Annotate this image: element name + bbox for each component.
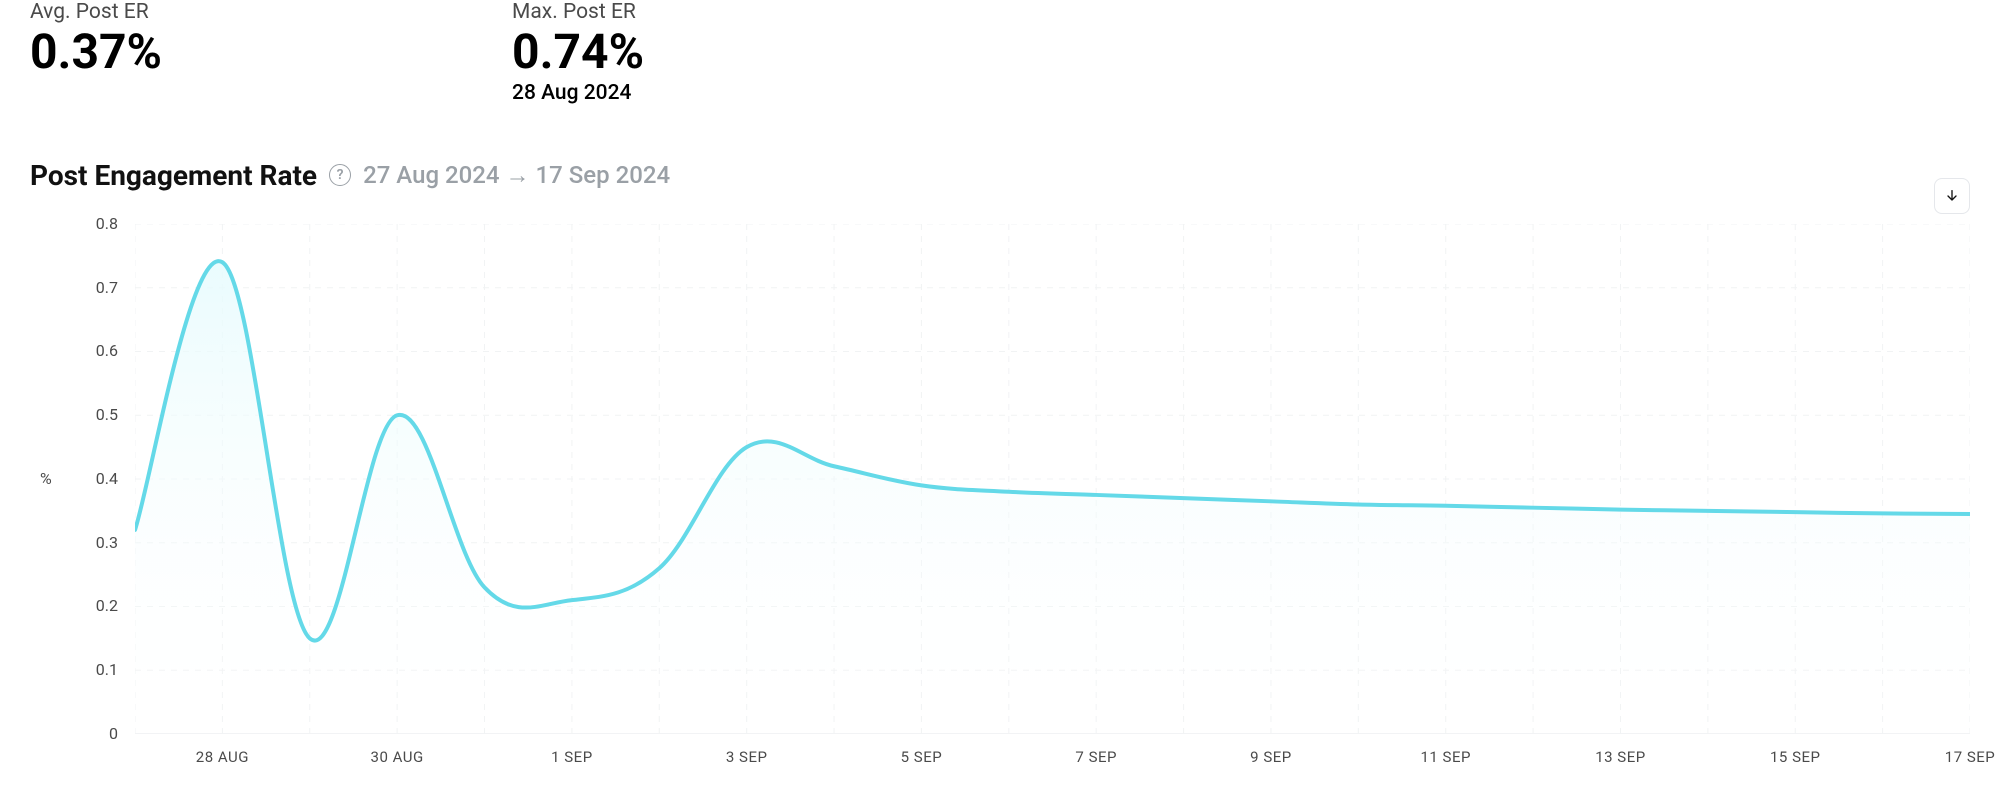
y-tick-label: 0.7 <box>78 278 118 297</box>
x-tick-label: 11 SEP <box>1420 748 1470 766</box>
x-tick-label: 28 AUG <box>196 748 249 766</box>
chart-area: 00.10.20.30.40.50.60.70.8%28 AUG30 AUG1 … <box>30 224 1970 784</box>
arrow-icon: → <box>506 161 530 189</box>
chart-date-range: 27 Aug 2024 → 17 Sep 2024 <box>363 161 670 190</box>
stat-avg: Avg. Post ER 0.37% <box>30 0 162 105</box>
chart-title: Post Engagement Rate <box>30 159 317 192</box>
x-tick-label: 15 SEP <box>1770 748 1820 766</box>
y-tick-label: 0.3 <box>78 533 118 552</box>
date-from: 27 Aug 2024 <box>363 161 500 189</box>
y-tick-label: 0.1 <box>78 660 118 679</box>
stat-max-date: 28 Aug 2024 <box>512 81 644 105</box>
chart-header: Post Engagement Rate ? 27 Aug 2024 → 17 … <box>30 159 1970 192</box>
download-button[interactable] <box>1934 178 1970 214</box>
date-to: 17 Sep 2024 <box>536 161 671 189</box>
y-tick-label: 0.6 <box>78 341 118 360</box>
stat-max-value: 0.74% <box>512 26 644 79</box>
y-tick-label: 0.2 <box>78 596 118 615</box>
download-icon <box>1944 188 1960 204</box>
y-tick-label: 0.8 <box>78 214 118 233</box>
stats-row: Avg. Post ER 0.37% Max. Post ER 0.74% 28… <box>30 0 1970 105</box>
x-tick-label: 9 SEP <box>1250 748 1292 766</box>
y-axis-unit: % <box>40 469 52 488</box>
x-tick-label: 7 SEP <box>1075 748 1117 766</box>
y-tick-label: 0.4 <box>78 469 118 488</box>
stat-max-label: Max. Post ER <box>512 0 644 24</box>
x-tick-label: 30 AUG <box>371 748 424 766</box>
help-icon[interactable]: ? <box>329 164 351 186</box>
stat-max: Max. Post ER 0.74% 28 Aug 2024 <box>512 0 644 105</box>
y-tick-label: 0.5 <box>78 405 118 424</box>
chart-plot <box>135 224 1970 734</box>
x-tick-label: 5 SEP <box>901 748 943 766</box>
x-tick-label: 17 SEP <box>1945 748 1995 766</box>
stat-avg-label: Avg. Post ER <box>30 0 162 24</box>
stat-avg-value: 0.37% <box>30 26 162 79</box>
y-tick-label: 0 <box>78 724 118 743</box>
x-tick-label: 13 SEP <box>1595 748 1645 766</box>
x-tick-label: 3 SEP <box>726 748 768 766</box>
x-tick-label: 1 SEP <box>551 748 593 766</box>
